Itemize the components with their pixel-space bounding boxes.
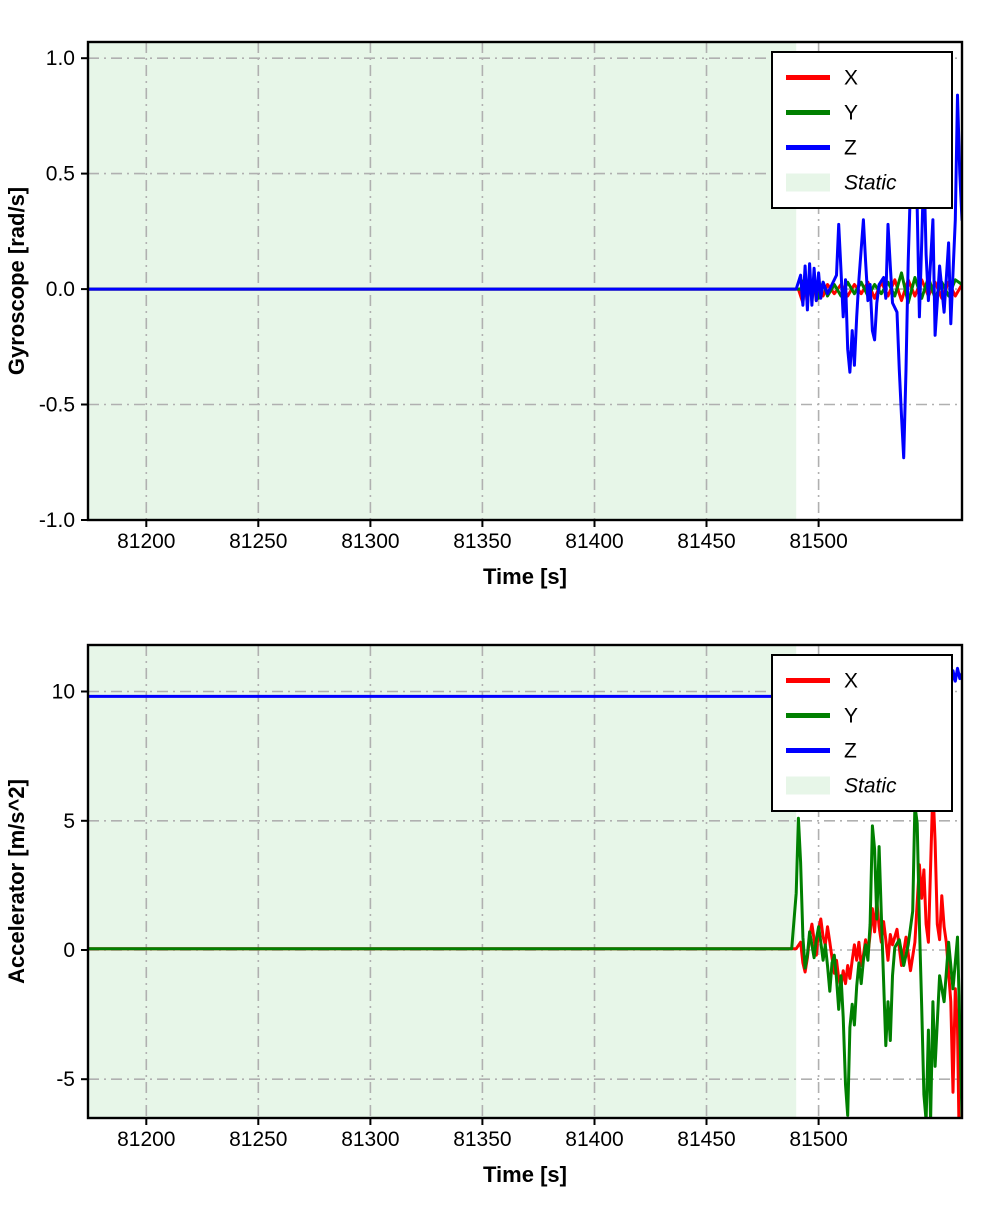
series-y bbox=[88, 803, 962, 1118]
legend: XYZ Static bbox=[771, 654, 953, 812]
legend-label: X bbox=[844, 670, 858, 693]
x-tick-label: 81450 bbox=[677, 1128, 735, 1151]
y-tick-label: 5 bbox=[63, 810, 75, 833]
legend-label: X bbox=[844, 67, 858, 90]
y-tick-label: -1.0 bbox=[39, 509, 75, 532]
x-tick-label: 81400 bbox=[565, 1128, 623, 1151]
x-tick-label: 81350 bbox=[453, 1128, 511, 1151]
legend-static-swatch bbox=[786, 173, 830, 192]
y-tick-label: -5 bbox=[56, 1068, 75, 1091]
legend-static-label: Static bbox=[844, 172, 897, 195]
static-region bbox=[88, 645, 797, 1118]
accelerator-chart: 81200 81250 81300 81350 81400 81450 81500 -5 0 5 1… bbox=[4, 643, 964, 1187]
x-tick-label: 81400 bbox=[565, 530, 623, 553]
legend: XYZ Static bbox=[771, 51, 953, 209]
axes-box bbox=[86, 643, 964, 1120]
legend-static-swatch bbox=[786, 776, 830, 795]
axes-box bbox=[86, 40, 964, 522]
y-axis-label: Accelerator [m/s^2] bbox=[4, 779, 29, 984]
x-axis-label: Time [s] bbox=[483, 564, 567, 589]
y-axis-label: Gyroscope [rad/s] bbox=[4, 187, 29, 375]
x-tick-label: 81500 bbox=[789, 1128, 847, 1151]
x-tick-label: 81200 bbox=[117, 530, 175, 553]
legend-label: Y bbox=[844, 102, 858, 125]
gyroscope-chart: 81200 81250 81300 81350 81400 81450 81500 -1.0 -… bbox=[4, 40, 964, 589]
y-tick-label: 0 bbox=[63, 939, 75, 962]
y-tick-label: -0.5 bbox=[39, 394, 75, 417]
x-axis-label: Time [s] bbox=[483, 1162, 567, 1187]
x-tick-label: 81350 bbox=[453, 530, 511, 553]
y-tick-label: 0.0 bbox=[46, 278, 75, 301]
y-tick-label: 1.0 bbox=[46, 47, 75, 70]
x-tick-label: 81200 bbox=[117, 1128, 175, 1151]
legend-static-label: Static bbox=[844, 775, 897, 798]
x-tick-label: 81450 bbox=[677, 530, 735, 553]
static-region bbox=[88, 42, 797, 520]
y-tick-label: 10 bbox=[52, 681, 75, 704]
legend-label: Z bbox=[844, 740, 857, 763]
x-tick-label: 81250 bbox=[229, 1128, 287, 1151]
legend-label: Y bbox=[844, 705, 858, 728]
x-tick-label: 81300 bbox=[341, 530, 399, 553]
series-z bbox=[88, 91, 962, 460]
y-tick-label: 0.5 bbox=[46, 163, 75, 186]
legend-label: Z bbox=[844, 137, 857, 160]
x-tick-label: 81300 bbox=[341, 1128, 399, 1151]
x-tick-label: 81500 bbox=[789, 530, 847, 553]
x-tick-label: 81250 bbox=[229, 530, 287, 553]
